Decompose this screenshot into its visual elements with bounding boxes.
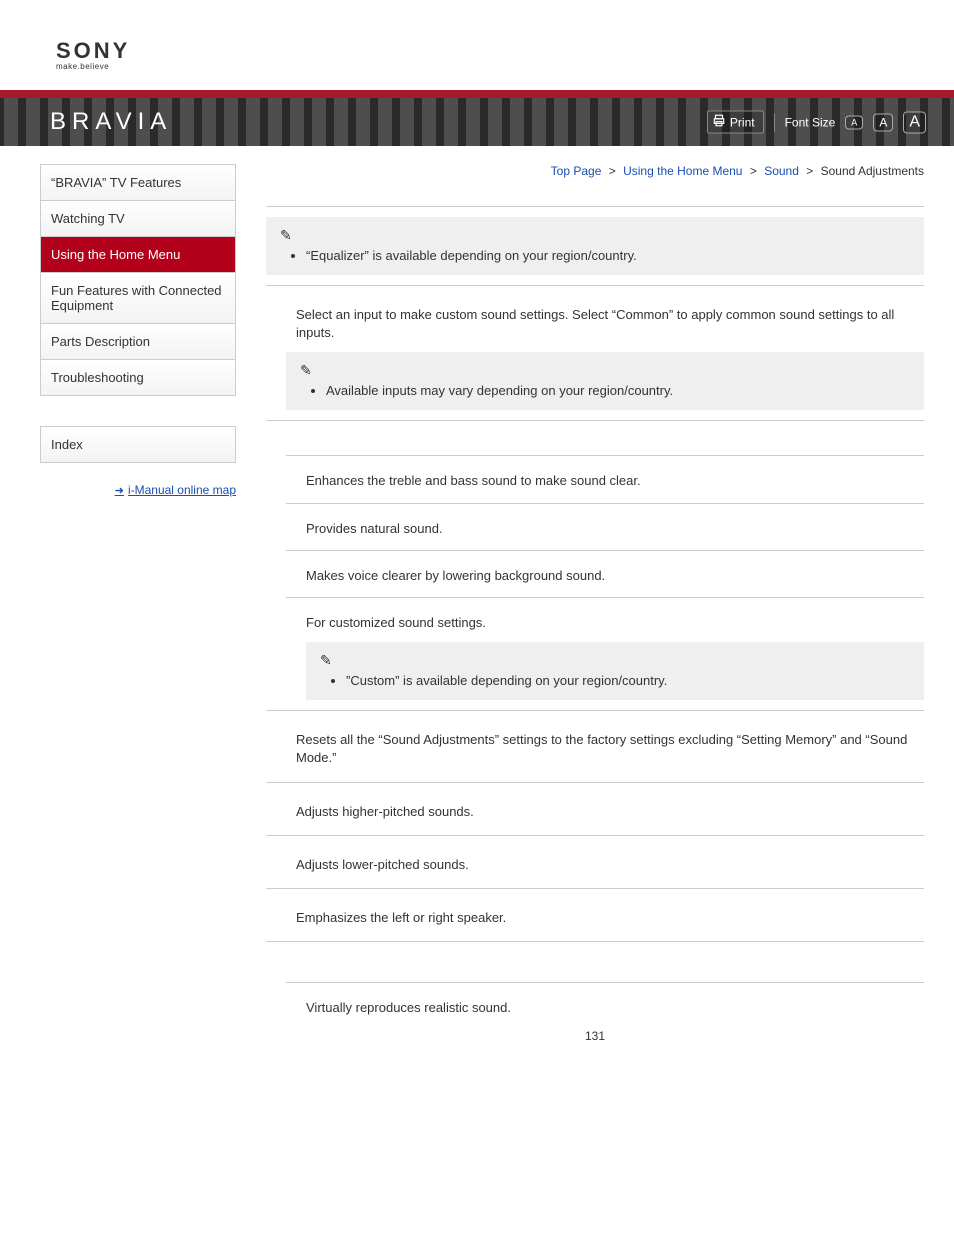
pencil-icon: ✎: [320, 652, 332, 669]
pencil-icon: ✎: [300, 362, 312, 379]
font-size-large-button[interactable]: A: [903, 111, 926, 133]
print-icon: [712, 114, 726, 131]
sidebar: “BRAVIA” TV Features Watching TV Using t…: [40, 164, 236, 1043]
dynamic-desc: Enhances the treble and bass sound to ma…: [266, 462, 924, 496]
note-custom: ✎ ”Custom” is available depending on you…: [306, 642, 924, 700]
breadcrumb-current: Sound Adjustments: [821, 164, 924, 178]
standard-desc: Provides natural sound.: [266, 510, 924, 544]
header-divider: [774, 113, 775, 131]
header-band: BRAVIA Print Font Size A A A: [0, 98, 954, 146]
note-inputs: ✎ Available inputs may vary depending on…: [286, 352, 924, 410]
brand-block: SONY make.believe: [56, 38, 130, 71]
font-size-label: Font Size: [785, 115, 836, 129]
print-button[interactable]: Print: [707, 111, 764, 134]
divider: [266, 710, 924, 711]
font-size-small-button[interactable]: A: [845, 115, 863, 129]
divider: [286, 550, 924, 551]
breadcrumb: Top Page > Using the Home Menu > Sound >…: [266, 164, 924, 178]
divider: [266, 888, 924, 889]
treble-desc: Adjusts higher-pitched sounds.: [266, 793, 924, 827]
main-content: Top Page > Using the Home Menu > Sound >…: [266, 164, 924, 1043]
pencil-icon: ✎: [280, 227, 292, 244]
header-controls: Print Font Size A A A: [707, 111, 926, 134]
clear-voice-desc: Makes voice clearer by lowering backgrou…: [266, 557, 924, 591]
sidebar-item-watching-tv[interactable]: Watching TV: [41, 201, 235, 237]
note-text: “Equalizer” is available depending on yo…: [306, 248, 910, 263]
bravia-logo: BRAVIA: [50, 108, 172, 136]
breadcrumb-sep: >: [746, 164, 761, 178]
setting-memory-desc: Select an input to make custom sound set…: [266, 296, 924, 348]
breadcrumb-sound[interactable]: Sound: [764, 164, 799, 178]
divider: [266, 835, 924, 836]
breadcrumb-home-menu[interactable]: Using the Home Menu: [623, 164, 742, 178]
divider: [266, 941, 924, 942]
breadcrumb-sep: >: [802, 164, 817, 178]
sony-logo: SONY: [56, 38, 130, 64]
divider: [286, 597, 924, 598]
breadcrumb-sep: >: [605, 164, 620, 178]
sidebar-item-bravia-features[interactable]: “BRAVIA” TV Features: [41, 165, 235, 201]
sidebar-index[interactable]: Index: [40, 426, 236, 463]
manual-map-link[interactable]: ➜ i-Manual online map: [40, 483, 236, 497]
note-text: ”Custom” is available depending on your …: [346, 673, 910, 688]
note-text: Available inputs may vary depending on y…: [326, 383, 910, 398]
sidebar-nav: “BRAVIA” TV Features Watching TV Using t…: [40, 164, 236, 396]
arrow-right-icon: ➜: [115, 485, 124, 497]
balance-desc: Emphasizes the left or right speaker.: [266, 899, 924, 933]
print-label: Print: [730, 115, 755, 129]
font-size-medium-button[interactable]: A: [873, 113, 893, 131]
note-equalizer: ✎ “Equalizer” is available depending on …: [266, 217, 924, 275]
surround-desc: Virtually reproduces realistic sound.: [266, 989, 924, 1023]
bass-desc: Adjusts lower-pitched sounds.: [266, 846, 924, 880]
divider: [266, 420, 924, 421]
divider: [286, 503, 924, 504]
top-red-bar: [0, 90, 954, 98]
sidebar-item-fun-features[interactable]: Fun Features with Connected Equipment: [41, 273, 235, 324]
divider: [286, 455, 924, 456]
reset-desc: Resets all the “Sound Adjustments” setti…: [266, 721, 924, 773]
manual-map-label: i-Manual online map: [128, 483, 236, 497]
sidebar-item-troubleshooting[interactable]: Troubleshooting: [41, 360, 235, 395]
custom-desc: For customized sound settings.: [266, 604, 924, 638]
divider: [266, 206, 924, 207]
divider: [266, 285, 924, 286]
sidebar-item-parts[interactable]: Parts Description: [41, 324, 235, 360]
divider: [266, 782, 924, 783]
divider: [286, 982, 924, 983]
breadcrumb-top[interactable]: Top Page: [551, 164, 602, 178]
page-number: 131: [266, 1029, 924, 1043]
sidebar-item-home-menu[interactable]: Using the Home Menu: [41, 237, 235, 273]
